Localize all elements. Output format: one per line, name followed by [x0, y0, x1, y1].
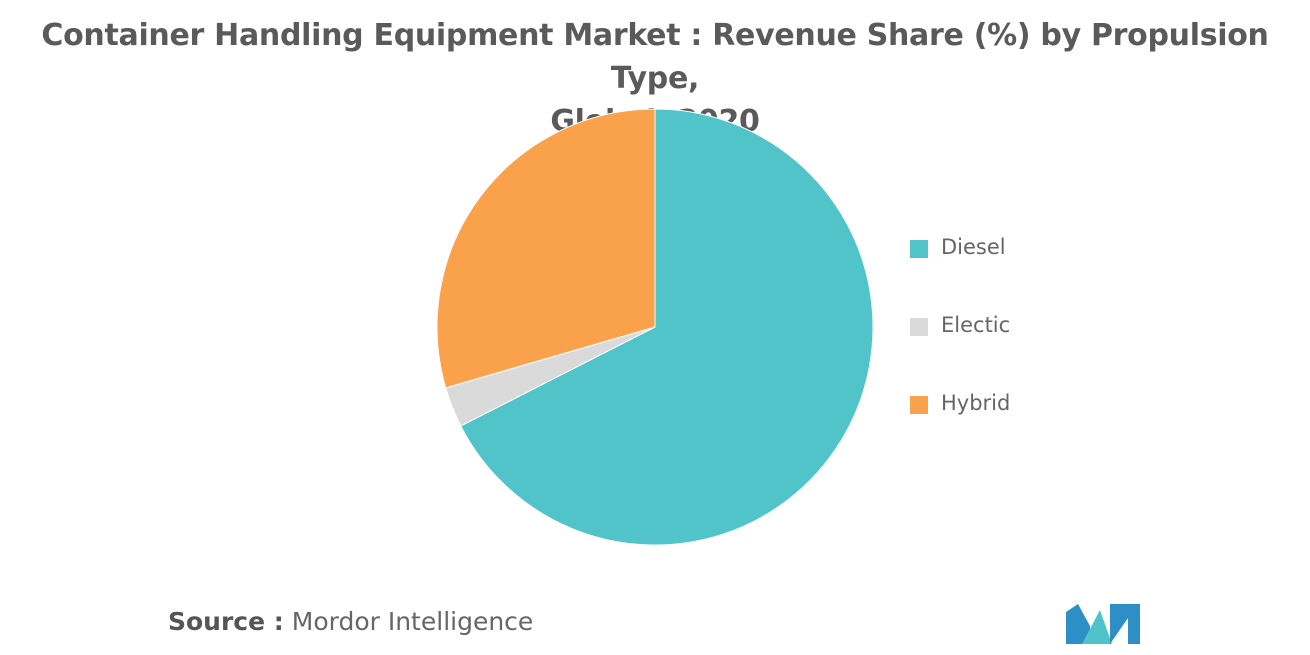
legend-swatch-electic [910, 318, 928, 336]
logo-shape-right [1110, 604, 1140, 644]
chart-title-line-1: Container Handling Equipment Market : Re… [41, 18, 1269, 96]
logo-shape-mid [1082, 610, 1112, 644]
legend-label-diesel: Diesel [941, 235, 1006, 259]
legend-swatch-diesel [910, 240, 928, 258]
pie-slice-diesel [460, 108, 874, 546]
source-note: Source : Mordor Intelligence [168, 607, 533, 636]
source-prefix: Source : [168, 607, 284, 636]
source-text: Mordor Intelligence [291, 607, 534, 636]
mordor-intelligence-logo-icon [1066, 604, 1140, 644]
pie-slice-hybrid [436, 108, 656, 389]
logo-shape-left [1066, 604, 1090, 644]
legend-swatch-hybrid [910, 396, 928, 414]
legend-label-electic: Electic [941, 313, 1011, 337]
legend-label-hybrid: Hybrid [941, 391, 1011, 415]
